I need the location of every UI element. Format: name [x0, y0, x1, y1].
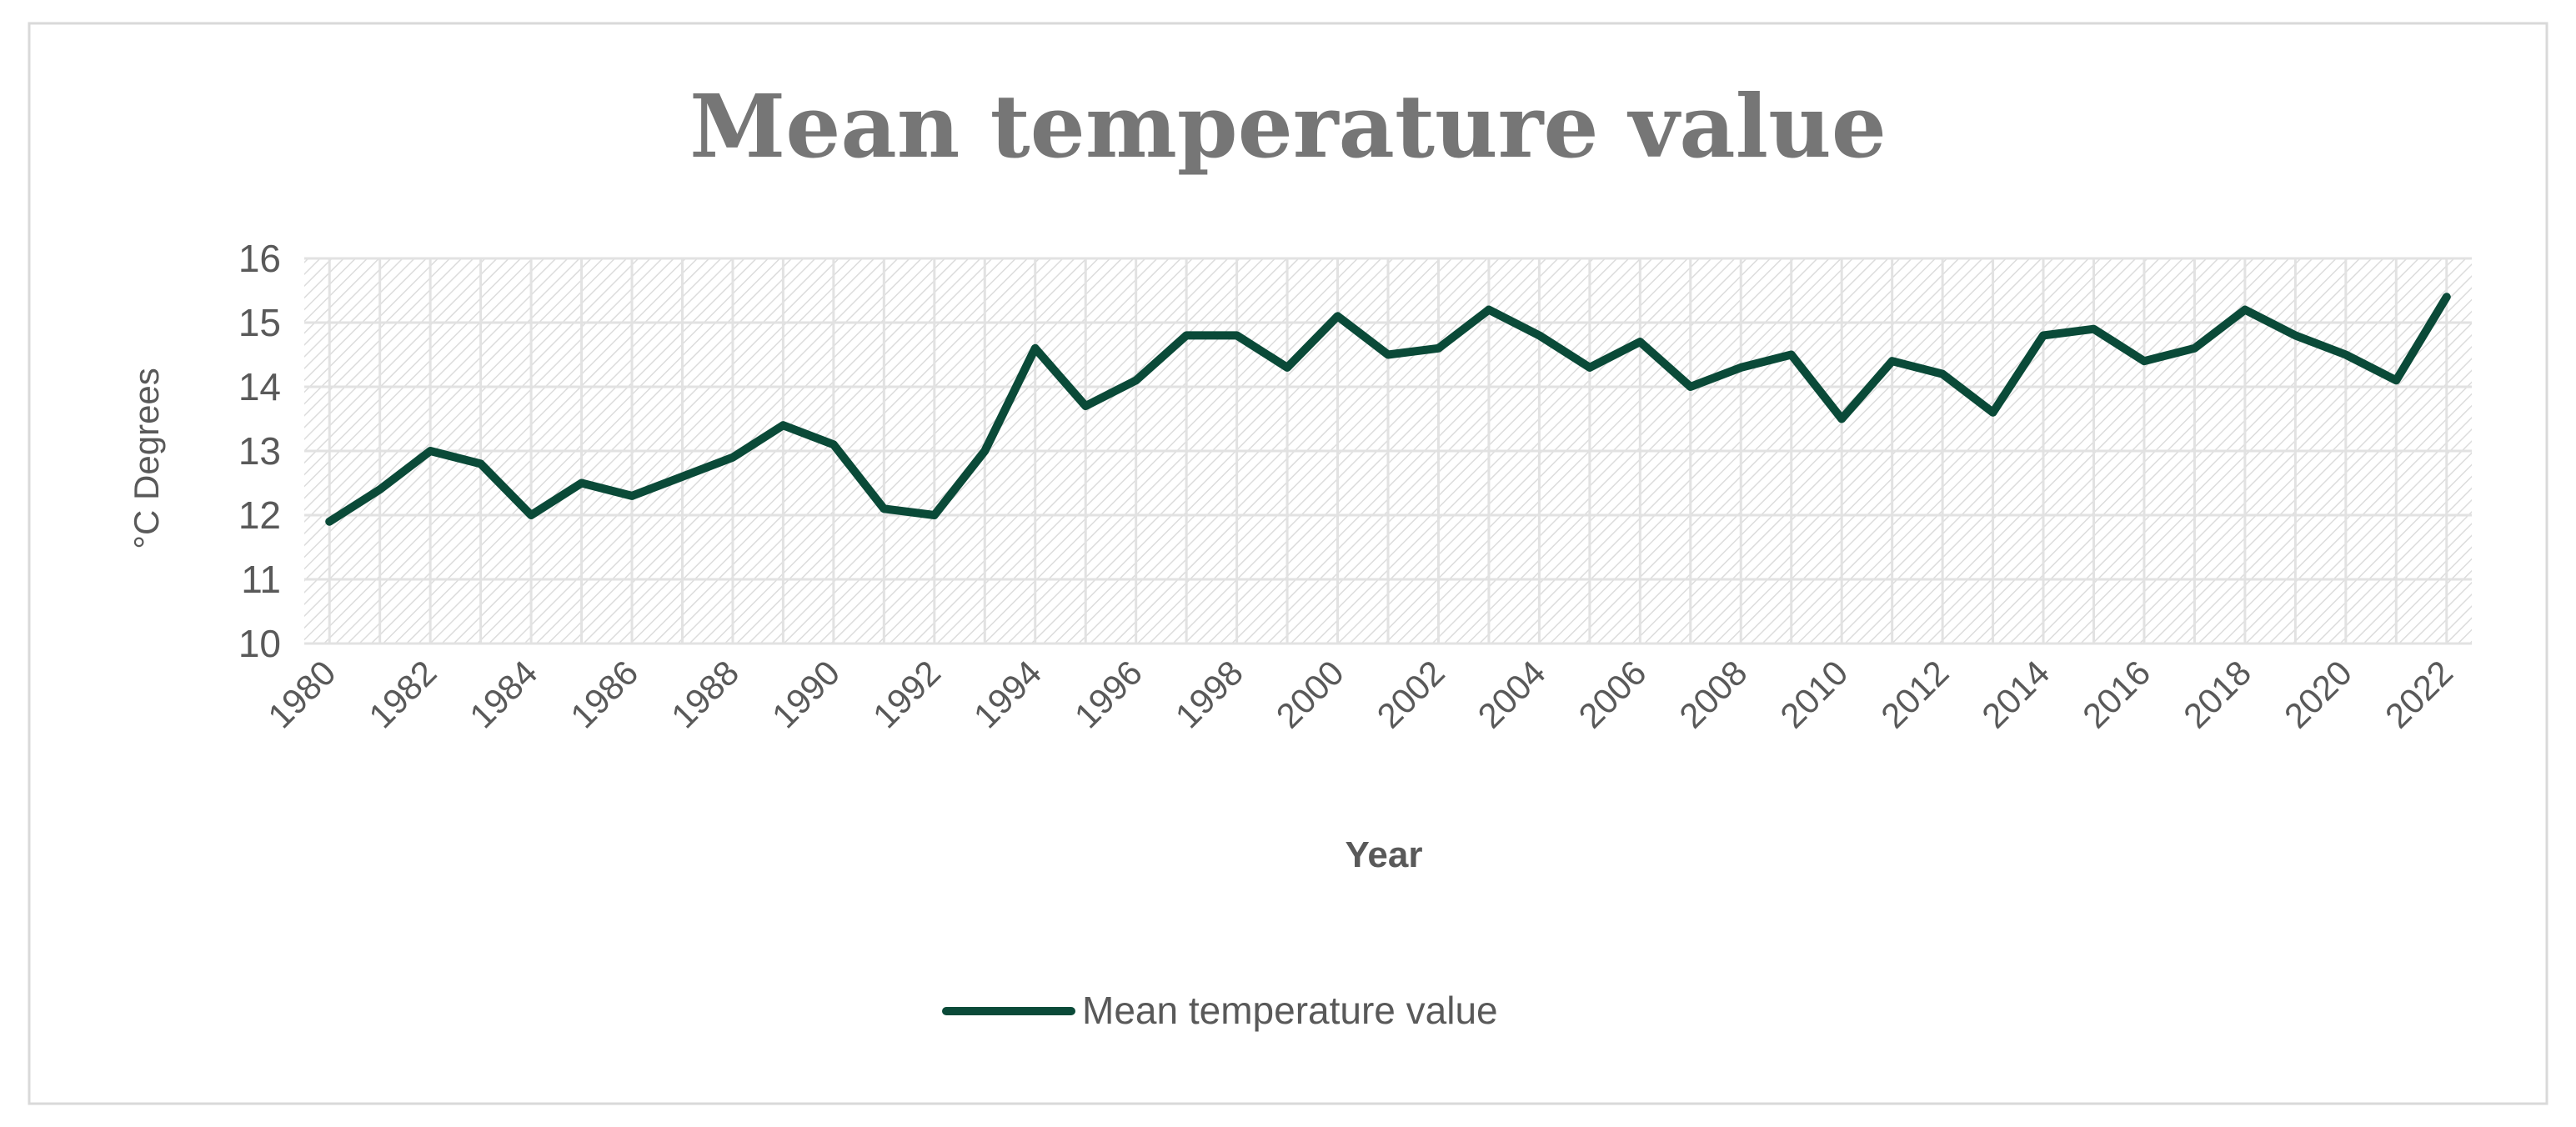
series-layer [325, 293, 2451, 526]
chart-title: Mean temperature value [689, 75, 1887, 178]
y-tick-label: 10 [238, 622, 281, 665]
legend-label: Mean temperature value [1082, 989, 1498, 1032]
gridlines [304, 257, 2472, 645]
y-axis-label: °C Degrees [127, 368, 166, 549]
y-tick-label: 14 [238, 365, 281, 408]
y-tick-label: 11 [241, 558, 281, 601]
y-tick-label: 12 [238, 493, 281, 537]
y-axis-ticks: 10 11 12 13 14 15 16 [238, 237, 281, 665]
y-tick-label: 13 [238, 429, 281, 473]
y-tick-label: 15 [238, 301, 281, 344]
x-axis-label: Year [1346, 834, 1423, 875]
legend: Mean temperature value [942, 989, 1498, 1032]
y-tick-label: 16 [238, 237, 281, 280]
series-line-mean-temperature [325, 293, 2451, 526]
